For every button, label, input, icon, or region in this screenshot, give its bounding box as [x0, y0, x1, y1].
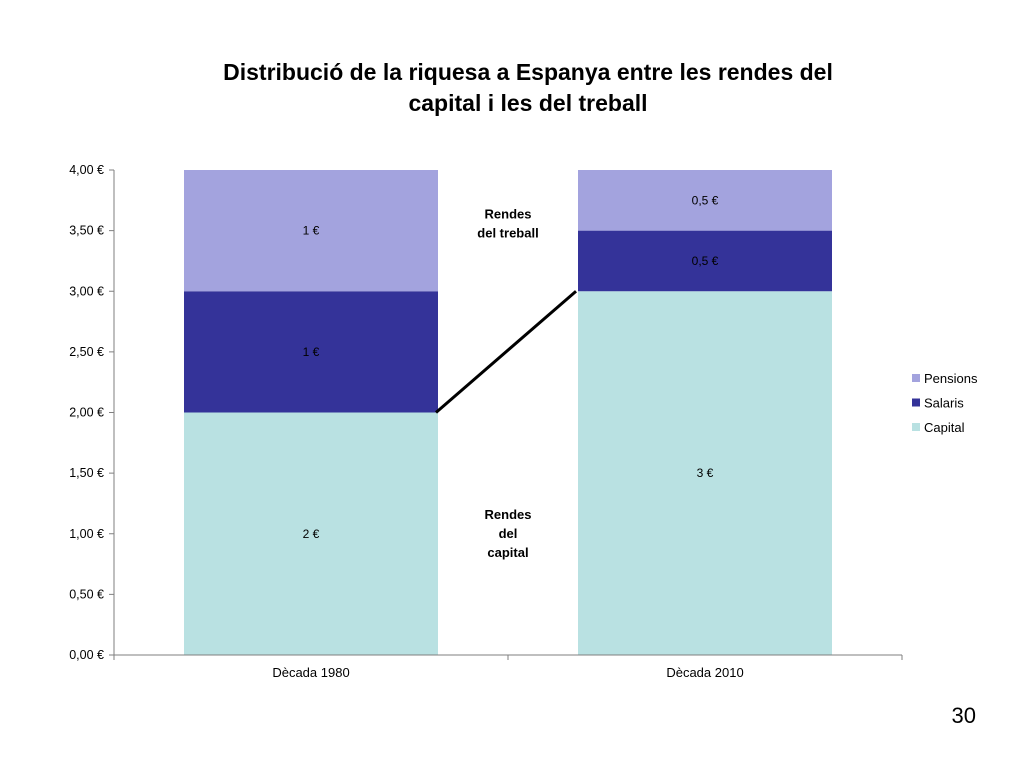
slide-number: 30	[951, 703, 976, 728]
legend-swatch-salaris	[912, 398, 920, 407]
legend-label-capital: Capital	[924, 420, 965, 435]
bar-pensions-2	[578, 170, 832, 231]
legend-label-salaris: Salaris	[924, 396, 964, 411]
y-tick-label: 3,00 €	[69, 284, 104, 298]
chart-title-line-1: Distribució de la riquesa a Espanya entr…	[223, 59, 833, 85]
annotation-2-line-2: del	[499, 526, 518, 541]
connector-line	[435, 290, 577, 414]
data-label-capital-2: 3 €	[697, 466, 714, 480]
x-tick-label-1: Dècada 1980	[272, 665, 349, 680]
data-label-salaris-2: 0,5 €	[692, 254, 719, 268]
data-label-capital-1: 2 €	[303, 527, 320, 541]
y-tick-label: 2,50 €	[69, 345, 104, 359]
legend-label-pensions: Pensions	[924, 371, 978, 386]
legend-swatch-pensions	[912, 374, 920, 382]
y-tick-label: 4,00 €	[69, 163, 104, 177]
y-tick-label: 1,50 €	[69, 466, 104, 480]
data-label-pensions-1: 1 €	[303, 224, 320, 238]
y-tick-label: 2,00 €	[69, 406, 104, 420]
y-tick-label: 0,50 €	[69, 587, 104, 601]
chart-title-line-2: capital i les del treball	[408, 90, 647, 116]
data-label-pensions-2: 0,5 €	[692, 193, 719, 207]
bar-capital-1	[184, 412, 438, 655]
annotation-1-line-1: Rendes	[485, 207, 532, 222]
bar-capital-2	[578, 291, 832, 655]
annotation-2-line-1: Rendes	[485, 507, 532, 522]
y-tick-label: 3,50 €	[69, 224, 104, 238]
bar-pensions-1	[184, 170, 438, 292]
data-label-salaris-1: 1 €	[303, 345, 320, 359]
annotation-2-line-3: capital	[487, 545, 528, 560]
bar-salaris-1	[184, 291, 438, 413]
y-tick-label: 0,00 €	[69, 648, 104, 662]
legend-swatch-capital	[912, 423, 920, 431]
bar-salaris-2	[578, 230, 832, 292]
y-tick-label: 1,00 €	[69, 527, 104, 541]
x-tick-label-2: Dècada 2010	[666, 665, 743, 680]
annotation-1-line-2: del treball	[477, 226, 538, 241]
